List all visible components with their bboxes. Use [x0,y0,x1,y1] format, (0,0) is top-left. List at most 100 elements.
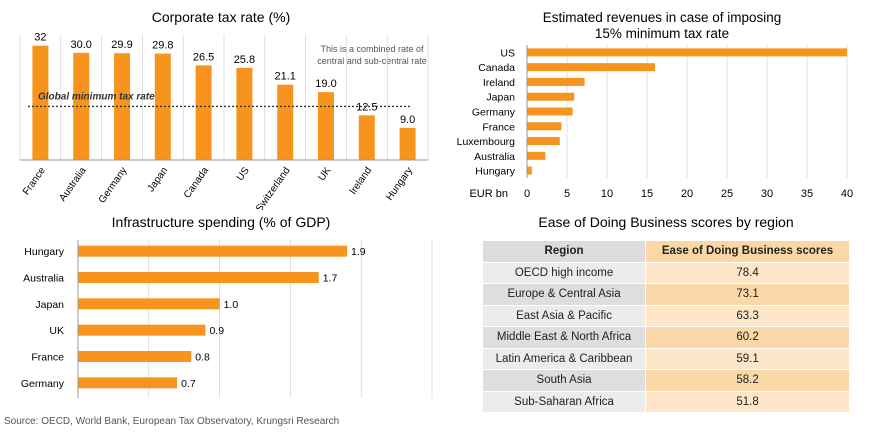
x-tick-label: 5 [564,188,570,200]
table-row: Latin America & Caribbean 59.1 [481,347,850,370]
score-cell: 60.2 [645,326,850,349]
category-label-germany: Germany [21,378,65,390]
x-tick-label: 30 [761,188,773,200]
region-cell: Europe & Central Asia [481,283,647,306]
region-cell: OECD high income [481,261,647,284]
bar-switzerland [277,84,294,160]
column-header-region: Region [481,240,647,263]
x-tick-label: 15 [641,188,653,200]
bar-france [527,122,562,131]
bar-canada [527,63,655,72]
value-label-hungary: 1.9 [351,246,366,258]
table-row: OECD high income 78.4 [481,261,850,284]
value-label-australia: 1.7 [323,273,338,285]
ease-of-doing-business-heading: Ease of Doing Business scores by region [538,214,793,230]
category-label-hungary: Hungary [384,165,415,202]
region-cell: Middle East & North Africa [481,326,647,349]
bar-hungary [78,245,348,257]
value-label-hungary: 9.0 [400,114,415,126]
value-label-ireland: 12.5 [356,101,377,113]
bar-japan [78,298,220,310]
category-label-uk: UK [316,165,333,183]
category-label-france: France [21,165,48,197]
bar-australia [78,272,319,283]
category-label-us: US [500,47,515,59]
table-header-row: Region Ease of Doing Business scores [481,240,850,263]
value-label-uk: 19.0 [315,78,336,90]
revenues-x-axis-label: EUR bn [469,188,508,200]
value-label-switzerland: 21.1 [274,71,295,83]
global-minimum-tax-label: Global minimum tax rate [38,91,155,102]
ease-of-doing-business-title: Ease of Doing Business scores by region [538,214,793,230]
bar-hungary [527,166,532,175]
category-label-hungary: Hungary [24,246,64,258]
estimated-revenues-chart: Estimated revenues in case of imposing 1… [457,10,854,200]
bar-japan [527,92,575,101]
region-cell: South Asia [481,369,647,392]
bar-france [32,45,49,160]
source-note: Source: OECD, World Bank, European Tax O… [4,416,340,427]
category-label-japan: Japan [486,92,515,104]
revenues-title-line-2: 15% minimum tax rate [595,26,729,41]
corporate-tax-note-line-1: This is a combined rate of [320,44,424,54]
bar-luxembourg [527,137,560,146]
value-label-germany: 29.9 [111,39,132,51]
value-label-uk: 0.9 [209,325,224,337]
bar-germany [527,107,573,116]
bar-germany [78,377,178,389]
table-row: South Asia 58.2 [481,369,850,392]
category-label-canada: Canada [478,62,515,74]
table-row: East Asia & Pacific 63.3 [481,304,850,327]
x-tick-label: 0 [524,188,530,200]
score-cell: 59.1 [645,347,850,370]
category-label-australia: Australia [474,151,515,163]
bar-ireland [527,77,585,86]
value-label-canada: 26.5 [193,51,214,63]
category-label-germany: Germany [472,107,516,119]
category-label-switzerland: Switzerland [254,165,293,210]
x-tick-label: 35 [801,188,813,200]
table-row: Middle East & North Africa 60.2 [481,326,850,349]
corporate-tax-title: Corporate tax rate (%) [152,9,291,25]
category-label-japan: Japan [35,299,64,311]
bar-japan [154,53,171,161]
category-label-us: US [235,165,252,183]
revenues-title-line-1: Estimated revenues in case of imposing [543,10,782,25]
category-label-uk: UK [49,325,64,337]
category-label-ireland: Ireland [483,77,515,89]
bar-australia [527,151,546,160]
corporate-tax-note-line-2: central and sub-central rate [317,56,427,66]
x-tick-label: 20 [681,188,693,200]
category-label-hungary: Hungary [475,166,515,178]
corporate-tax-chart: Corporate tax rate (%) This is a combine… [19,9,429,210]
bar-ireland [358,115,375,160]
value-label-japan: 29.8 [152,40,173,52]
category-label-japan: Japan [146,165,171,194]
x-tick-label: 10 [601,188,613,200]
value-label-australia: 30.0 [70,39,91,51]
bar-hungary [399,127,416,160]
x-tick-label: 25 [721,188,733,200]
bar-us [236,67,253,160]
category-label-france: France [482,121,515,133]
table-row: Sub-Saharan Africa 51.8 [481,390,850,413]
bar-us [527,48,847,57]
column-header-score: Ease of Doing Business scores [645,240,850,263]
bar-uk [78,324,206,336]
value-label-japan: 1.0 [224,299,239,311]
bar-canada [195,65,212,160]
score-cell: 73.1 [645,283,850,306]
score-cell: 51.8 [645,390,850,413]
infrastructure-spending-chart: Infrastructure spending (% of GDP) Hunga… [21,214,433,398]
bar-france [78,351,192,362]
value-label-france: 0.8 [195,352,210,364]
infrastructure-title: Infrastructure spending (% of GDP) [112,214,331,230]
category-label-ireland: Ireland [348,165,375,196]
region-cell: East Asia & Pacific [481,304,647,327]
category-label-luxembourg: Luxembourg [457,136,516,148]
score-cell: 63.3 [645,304,850,327]
bar-uk [318,92,334,160]
table-row: Europe & Central Asia 73.1 [481,283,850,306]
region-cell: Latin America & Caribbean [481,347,647,370]
value-label-france: 32 [34,32,46,44]
